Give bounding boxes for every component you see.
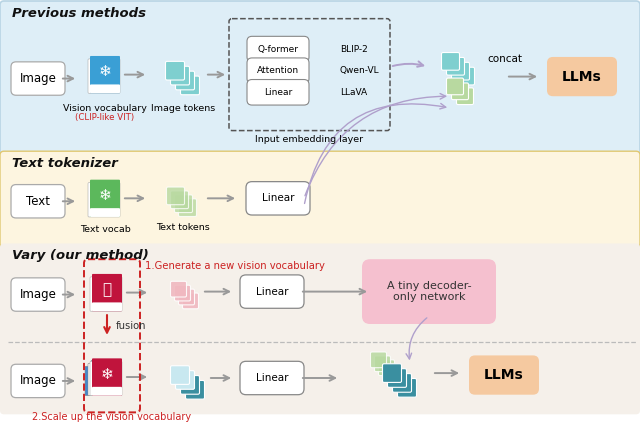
FancyBboxPatch shape <box>447 58 465 75</box>
Text: Q-former: Q-former <box>257 44 298 54</box>
FancyBboxPatch shape <box>170 66 189 85</box>
FancyBboxPatch shape <box>88 183 120 217</box>
FancyBboxPatch shape <box>180 376 200 394</box>
FancyBboxPatch shape <box>240 275 304 308</box>
Text: Text vocab: Text vocab <box>79 225 131 234</box>
FancyBboxPatch shape <box>0 151 640 247</box>
FancyBboxPatch shape <box>175 371 195 389</box>
FancyBboxPatch shape <box>88 59 120 93</box>
FancyBboxPatch shape <box>92 302 122 311</box>
FancyBboxPatch shape <box>246 181 310 215</box>
Text: ❄: ❄ <box>99 188 111 203</box>
FancyBboxPatch shape <box>179 289 195 305</box>
Text: 1.Generate a new vision vocabulary: 1.Generate a new vision vocabulary <box>145 261 325 271</box>
FancyBboxPatch shape <box>362 259 496 324</box>
Text: Qwen-VL: Qwen-VL <box>340 66 380 75</box>
FancyBboxPatch shape <box>371 352 387 368</box>
Text: LLMs: LLMs <box>562 69 602 84</box>
Text: Image: Image <box>20 72 56 85</box>
FancyBboxPatch shape <box>175 71 195 90</box>
FancyBboxPatch shape <box>90 56 120 93</box>
FancyBboxPatch shape <box>175 195 193 213</box>
FancyBboxPatch shape <box>92 387 122 396</box>
FancyBboxPatch shape <box>374 356 390 372</box>
FancyBboxPatch shape <box>92 358 122 396</box>
FancyBboxPatch shape <box>90 85 120 93</box>
Text: 🔥: 🔥 <box>102 282 111 297</box>
Text: Text: Text <box>26 195 50 208</box>
FancyBboxPatch shape <box>90 208 120 217</box>
Text: Attention: Attention <box>257 66 299 75</box>
FancyBboxPatch shape <box>85 366 115 396</box>
FancyBboxPatch shape <box>186 380 205 399</box>
Text: Input embedding layer: Input embedding layer <box>255 135 364 143</box>
FancyBboxPatch shape <box>456 88 474 104</box>
FancyBboxPatch shape <box>166 61 184 80</box>
Text: Image tokens: Image tokens <box>151 104 215 113</box>
Text: 2.Scale up the vision vocabulary: 2.Scale up the vision vocabulary <box>33 412 191 422</box>
FancyBboxPatch shape <box>397 379 417 397</box>
Text: concat: concat <box>487 54 522 64</box>
FancyBboxPatch shape <box>91 360 121 396</box>
FancyBboxPatch shape <box>88 363 118 396</box>
Text: Text tokens: Text tokens <box>156 223 210 232</box>
FancyBboxPatch shape <box>175 285 191 301</box>
Text: Linear: Linear <box>264 88 292 97</box>
FancyBboxPatch shape <box>456 67 474 85</box>
FancyBboxPatch shape <box>170 191 189 209</box>
Text: Text tokenizer: Text tokenizer <box>12 157 118 170</box>
FancyBboxPatch shape <box>170 366 189 385</box>
Text: Vision vocabulary: Vision vocabulary <box>63 104 147 113</box>
FancyBboxPatch shape <box>447 78 463 95</box>
Text: LLaVA: LLaVA <box>340 88 367 97</box>
Text: Linear: Linear <box>262 193 294 203</box>
FancyBboxPatch shape <box>179 199 196 217</box>
FancyBboxPatch shape <box>387 369 406 387</box>
Text: LLMs: LLMs <box>484 368 524 382</box>
Text: Linear: Linear <box>256 287 288 297</box>
Text: ❄: ❄ <box>99 64 111 79</box>
Text: BLIP-2: BLIP-2 <box>340 44 368 54</box>
FancyBboxPatch shape <box>170 281 186 297</box>
FancyBboxPatch shape <box>240 361 304 395</box>
FancyBboxPatch shape <box>383 364 401 382</box>
FancyBboxPatch shape <box>451 83 468 100</box>
Text: Image: Image <box>20 374 56 387</box>
FancyBboxPatch shape <box>378 360 394 376</box>
FancyBboxPatch shape <box>442 52 460 70</box>
FancyBboxPatch shape <box>90 180 120 217</box>
FancyBboxPatch shape <box>90 361 122 396</box>
FancyBboxPatch shape <box>11 364 65 398</box>
FancyBboxPatch shape <box>392 374 412 392</box>
FancyBboxPatch shape <box>0 1 640 156</box>
Text: A tiny decoder-
only network: A tiny decoder- only network <box>387 281 471 302</box>
FancyBboxPatch shape <box>166 187 184 205</box>
Text: Previous methods: Previous methods <box>12 7 146 20</box>
FancyBboxPatch shape <box>11 62 65 95</box>
FancyBboxPatch shape <box>90 277 122 311</box>
FancyBboxPatch shape <box>547 57 617 96</box>
FancyBboxPatch shape <box>92 274 122 311</box>
Text: Linear: Linear <box>256 373 288 383</box>
FancyBboxPatch shape <box>247 36 309 62</box>
Text: ❄: ❄ <box>100 367 113 382</box>
FancyBboxPatch shape <box>451 62 470 80</box>
FancyBboxPatch shape <box>11 184 65 218</box>
FancyBboxPatch shape <box>247 80 309 105</box>
FancyBboxPatch shape <box>247 58 309 83</box>
Text: Vary (our method): Vary (our method) <box>12 249 148 262</box>
FancyBboxPatch shape <box>469 355 539 395</box>
FancyBboxPatch shape <box>11 278 65 311</box>
FancyBboxPatch shape <box>180 76 200 95</box>
FancyBboxPatch shape <box>0 244 640 414</box>
Text: fusion: fusion <box>116 321 147 331</box>
Text: (CLIP-like VIT): (CLIP-like VIT) <box>76 113 134 122</box>
Text: Image: Image <box>20 288 56 301</box>
FancyBboxPatch shape <box>182 293 198 309</box>
